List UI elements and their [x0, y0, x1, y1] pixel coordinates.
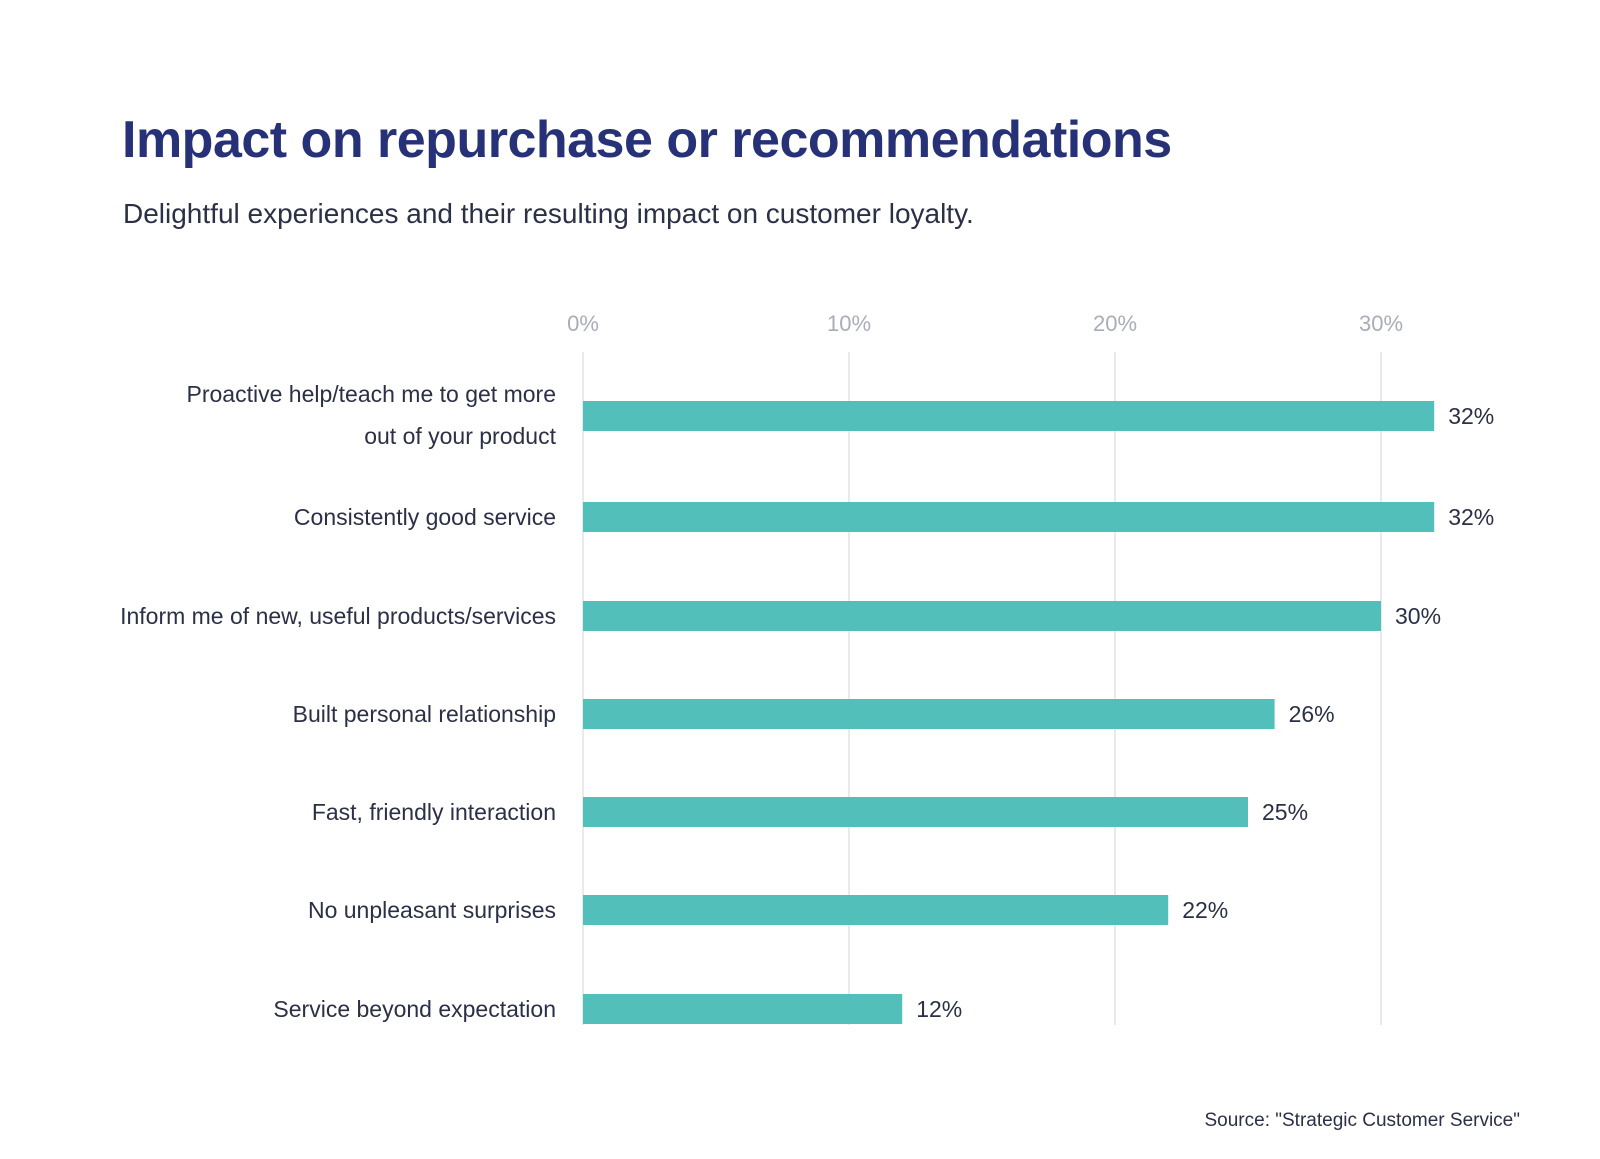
category-label: Consistently good service — [294, 504, 556, 530]
value-label: 22% — [1182, 897, 1228, 923]
bar — [583, 895, 1169, 925]
category-label: Built personal relationship — [293, 701, 556, 727]
bar — [583, 994, 903, 1024]
bar — [583, 401, 1435, 431]
category-label: Proactive help/teach me to get more — [187, 381, 556, 407]
source-note: Source: "Strategic Customer Service" — [1204, 1110, 1521, 1131]
value-label: 32% — [1448, 504, 1494, 530]
x-tick-label: 20% — [1093, 311, 1137, 336]
bar — [583, 797, 1248, 827]
value-label: 30% — [1395, 603, 1441, 629]
category-label: Service beyond expectation — [273, 996, 556, 1022]
x-tick-label: 10% — [827, 311, 871, 336]
chart-subtitle: Delightful experiences and their resulti… — [123, 198, 974, 229]
bar — [583, 601, 1381, 631]
category-label: Inform me of new, useful products/servic… — [120, 603, 556, 629]
bar — [583, 502, 1435, 532]
bar — [583, 699, 1275, 729]
value-label: 12% — [916, 996, 962, 1022]
category-label: No unpleasant surprises — [308, 897, 556, 923]
value-label: 25% — [1262, 799, 1308, 825]
x-tick-label: 0% — [567, 311, 599, 336]
value-label: 32% — [1448, 403, 1494, 429]
category-label: Fast, friendly interaction — [312, 799, 556, 825]
chart-title: Impact on repurchase or recommendations — [122, 111, 1172, 169]
x-tick-label: 30% — [1359, 311, 1403, 336]
category-label: out of your product — [364, 423, 556, 449]
value-label: 26% — [1289, 701, 1335, 727]
